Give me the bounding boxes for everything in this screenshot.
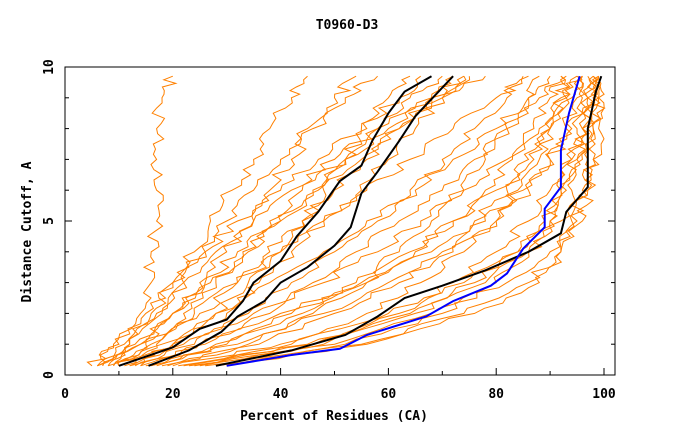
model-curve-0 [86,75,178,367]
y-axis-label: Distance Cutoff, A [20,161,35,302]
model-curve-30 [188,75,597,367]
model-curve-27 [113,75,465,367]
model-curve-2 [97,75,421,367]
model-curve-21 [145,75,583,367]
series-black-3 [215,75,603,367]
series-layer [86,75,606,367]
model-curve-5 [117,75,551,366]
y-tick-label: 5 [42,217,57,225]
model-curve-13 [124,75,467,367]
series-black-1 [118,75,432,367]
model-curve-6 [129,75,578,367]
model-curve-26 [116,75,454,367]
x-tick-label: 100 [592,387,616,402]
ticks-layer [64,66,615,376]
model-curve-23 [226,76,606,367]
model-curve-17 [199,76,605,367]
model-curve-14 [134,75,524,367]
model-curve-22 [205,75,598,367]
model-curve-10 [102,75,357,367]
model-curve-24 [178,75,571,367]
x-tick-label: 20 [165,387,181,402]
x-tick-label: 40 [273,387,289,402]
series-blue [226,75,581,367]
x-tick-label: 80 [488,387,504,402]
tick-labels: 0 20 40 60 80 100 0 5 10 [42,59,616,402]
model-curve-11 [97,75,308,367]
x-tick-label: 0 [61,387,69,402]
model-curve-29 [167,75,567,367]
chart-title: T0960-D3 [316,18,379,33]
model-curve-8 [151,75,596,367]
x-tick-label: 60 [381,387,397,402]
model-curve-28 [156,75,540,367]
model-curve-31 [140,75,566,367]
model-curve-19 [194,75,598,367]
series-black-2 [148,75,454,367]
model-curve-12 [107,75,378,367]
y-tick-label: 0 [42,371,57,379]
model-curve-18 [215,75,605,367]
x-axis-label: Percent of Residues (CA) [240,409,428,424]
y-tick-label: 10 [42,59,57,75]
